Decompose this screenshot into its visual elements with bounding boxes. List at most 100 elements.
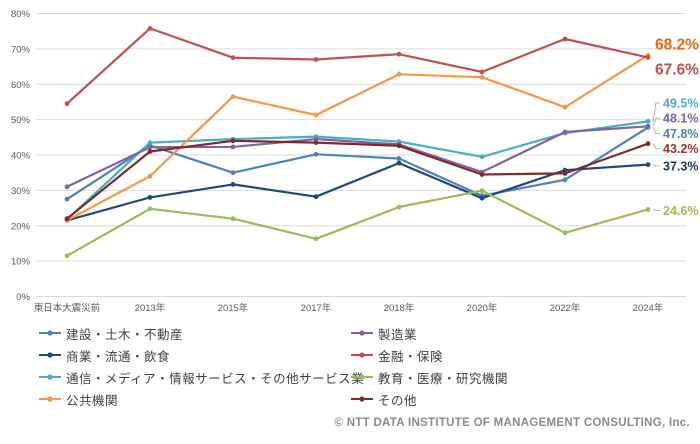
x-tick-label: 2020年 xyxy=(467,302,498,314)
series-marker xyxy=(479,172,485,177)
series-line-1 xyxy=(65,162,650,222)
leader-line xyxy=(652,117,660,127)
series-marker xyxy=(313,194,319,200)
series-marker xyxy=(313,151,319,157)
series-marker xyxy=(396,71,402,77)
series-marker xyxy=(396,156,402,161)
series-marker xyxy=(230,144,236,150)
legend-label: その他 xyxy=(378,393,418,408)
series-marker xyxy=(562,177,568,183)
series-line-6 xyxy=(65,189,650,257)
leader-line xyxy=(652,164,660,167)
series-marker xyxy=(147,149,153,154)
series-marker xyxy=(64,216,70,222)
y-tick-label: 20% xyxy=(11,221,31,232)
series-marker xyxy=(479,69,485,75)
end-label-5: 67.6% xyxy=(655,62,699,79)
legend-item-7: その他 xyxy=(350,390,508,409)
legend-item-0: 建設・土木・不動産 xyxy=(38,324,350,343)
legend-line-marker-icon xyxy=(39,374,61,380)
legend-line-marker-icon xyxy=(351,396,373,402)
legend-label: 教育・医療・研究機関 xyxy=(378,371,509,386)
series-marker xyxy=(230,216,236,222)
x-tick-label: 2024年 xyxy=(633,302,664,314)
series-marker xyxy=(64,253,70,259)
series-marker xyxy=(396,143,402,149)
series-marker xyxy=(645,123,651,129)
y-tick-label: 40% xyxy=(11,151,31,162)
series-marker xyxy=(230,55,236,61)
series-marker xyxy=(562,104,568,110)
leader-line xyxy=(652,127,660,134)
series-marker xyxy=(645,119,651,124)
legend-label: 製造業 xyxy=(378,327,418,342)
series-marker xyxy=(562,36,568,42)
series-line-2 xyxy=(65,120,650,221)
legend-label: 金融・保険 xyxy=(378,349,444,364)
series-marker xyxy=(230,170,236,176)
series-marker xyxy=(645,55,651,60)
series-marker xyxy=(479,188,485,194)
end-label-3: 68.2% xyxy=(655,37,699,54)
legend-label: 公共機関 xyxy=(66,393,119,408)
legend-line-marker-icon xyxy=(351,330,373,336)
series-marker xyxy=(147,195,153,200)
x-tick-label: 東日本大震災前 xyxy=(34,302,101,314)
copyright: © NTT DATA INSTITUTE OF MANAGEMENT CONSU… xyxy=(334,417,690,429)
legend-line-marker-icon xyxy=(39,352,61,358)
legend-line-marker-icon xyxy=(39,330,61,336)
end-label-6: 24.6% xyxy=(663,204,698,218)
series-marker xyxy=(562,171,568,176)
series-marker xyxy=(479,74,485,80)
legend-item-6: 教育・医療・研究機関 xyxy=(350,368,508,387)
legend-label: 商業・流通・飲食 xyxy=(66,349,171,364)
series-marker xyxy=(562,129,568,135)
series-marker xyxy=(147,173,153,179)
legend-label: 通信・メディア・情報サービス・その他サービス業 xyxy=(66,371,365,386)
leader-line xyxy=(652,143,660,149)
y-tick-label: 60% xyxy=(11,80,31,91)
end-label-2: 49.5% xyxy=(663,97,698,111)
legend-label: 建設・土木・不動産 xyxy=(66,327,184,342)
x-tick-label: 2015年 xyxy=(218,302,249,314)
series-marker xyxy=(479,195,485,201)
series-marker xyxy=(396,160,402,166)
legend-line-marker-icon xyxy=(351,374,373,380)
series-marker xyxy=(64,196,70,202)
series-line-5 xyxy=(65,27,650,105)
legend: 建設・土木・不動産 商業・流通・飲食通信・メディア・情報サービス・その他サービス業… xyxy=(38,322,508,410)
series-line-3 xyxy=(65,54,650,222)
series-line-7 xyxy=(65,139,650,220)
y-tick-label: 30% xyxy=(11,186,31,197)
series-marker xyxy=(396,204,402,210)
series-marker xyxy=(147,140,153,146)
legend-item-5: 金融・保険 xyxy=(350,346,508,365)
series-marker xyxy=(313,236,319,242)
x-tick-label: 2022年 xyxy=(550,302,581,314)
end-label-1: 37.3% xyxy=(663,160,698,174)
series-marker xyxy=(645,162,651,168)
y-tick-label: 10% xyxy=(11,257,31,268)
series-marker xyxy=(562,230,568,236)
legend-line-marker-icon xyxy=(39,396,61,402)
series-marker xyxy=(313,57,319,62)
end-label-7: 43.2% xyxy=(663,142,698,156)
series-marker xyxy=(645,141,651,147)
series-marker xyxy=(147,144,153,150)
series-marker xyxy=(147,26,153,31)
y-tick-label: 0% xyxy=(16,292,30,303)
leader-line xyxy=(652,102,660,122)
series-marker xyxy=(479,154,485,160)
series-marker xyxy=(64,101,70,107)
leader-line xyxy=(652,209,660,211)
y-tick-label: 70% xyxy=(11,44,31,55)
series-line-4 xyxy=(65,125,650,188)
end-label-0: 47.8% xyxy=(663,127,698,141)
series-marker xyxy=(313,136,319,142)
legend-item-4: 製造業 xyxy=(350,324,508,343)
x-tick-label: 2013年 xyxy=(135,302,166,314)
y-tick-label: 50% xyxy=(11,115,31,126)
series-marker xyxy=(313,112,319,118)
legend-line-marker-icon xyxy=(351,352,373,358)
